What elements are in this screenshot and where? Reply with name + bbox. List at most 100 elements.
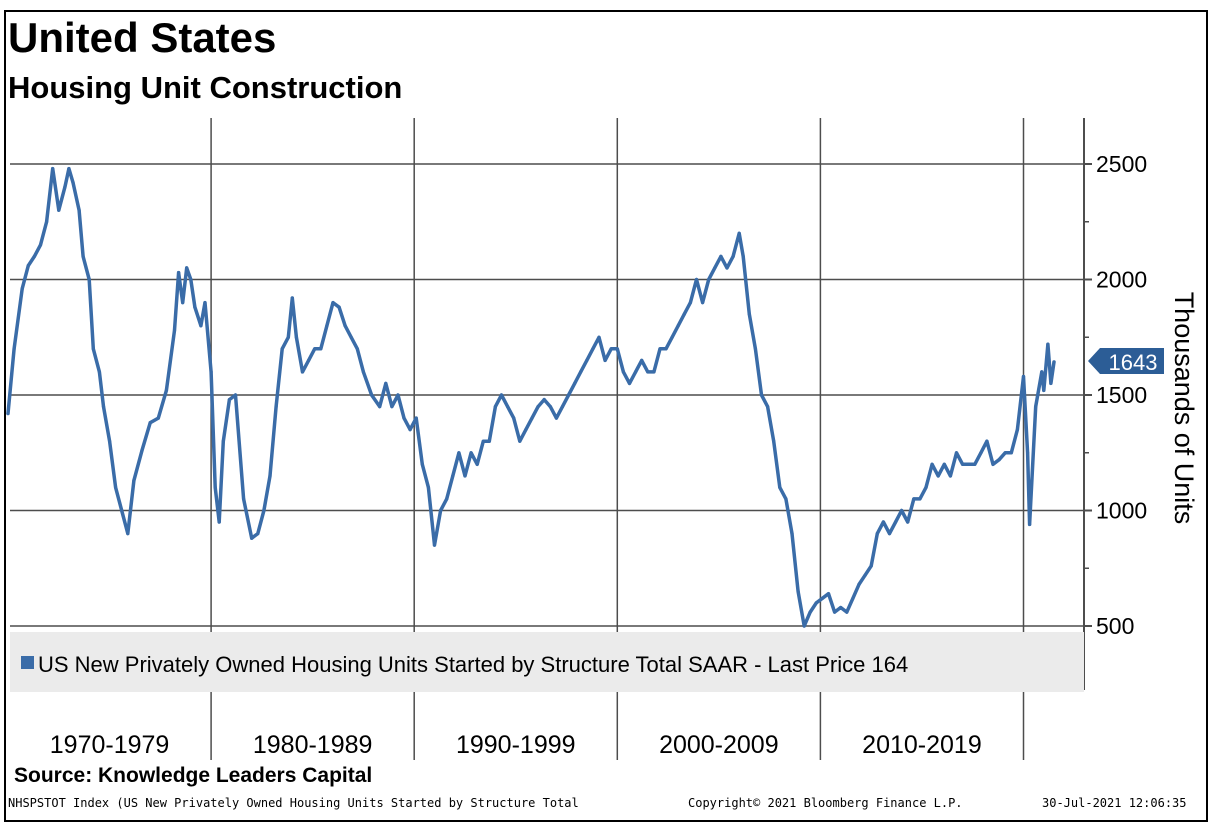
series-point-21 bbox=[126, 532, 130, 536]
series-point-54 bbox=[319, 347, 323, 351]
series-point-26 bbox=[164, 388, 168, 392]
series-point-28 bbox=[177, 271, 181, 275]
series-point-173 bbox=[1040, 370, 1044, 374]
series-point-112 bbox=[676, 324, 680, 328]
series-point-136 bbox=[820, 596, 825, 600]
series-point-0 bbox=[6, 411, 10, 416]
series-point-108 bbox=[652, 370, 656, 374]
series-point-117 bbox=[707, 277, 711, 282]
series-point-50 bbox=[294, 335, 298, 339]
series-point-34 bbox=[203, 301, 207, 305]
series-point-40 bbox=[233, 393, 238, 397]
series-point-93 bbox=[560, 405, 565, 409]
series-point-92 bbox=[554, 416, 559, 420]
series-point-165 bbox=[997, 458, 1001, 462]
series-point-128 bbox=[772, 439, 776, 443]
footer-timestamp: 30-Jul-2021 12:06:35 bbox=[1042, 796, 1187, 810]
series-point-11 bbox=[71, 180, 75, 185]
series-point-52 bbox=[307, 358, 311, 362]
series-point-123 bbox=[741, 254, 745, 258]
decade-label-2: 1990-1999 bbox=[456, 731, 576, 759]
series-point-14 bbox=[87, 277, 91, 282]
series-point-133 bbox=[802, 624, 806, 628]
series-point-13 bbox=[81, 254, 85, 258]
series-point-121 bbox=[731, 254, 735, 258]
series-point-1 bbox=[12, 347, 16, 351]
series-point-175 bbox=[1046, 342, 1050, 346]
legend[interactable]: US New Privately Owned Housing Units Sta… bbox=[10, 632, 1084, 692]
y-axis-label: Thousands of Units bbox=[1169, 292, 1199, 525]
series-point-39 bbox=[227, 398, 231, 402]
series-point-86 bbox=[518, 439, 522, 443]
legend-background bbox=[10, 632, 1084, 692]
series-point-139 bbox=[839, 605, 843, 610]
series-point-36 bbox=[213, 485, 217, 489]
series-point-120 bbox=[725, 266, 729, 270]
series-points bbox=[6, 167, 1056, 628]
series-point-171 bbox=[1028, 522, 1032, 527]
series-point-158 bbox=[954, 451, 959, 455]
decade-label-4: 2010-2019 bbox=[862, 731, 982, 759]
series-point-22 bbox=[132, 478, 136, 483]
series-point-150 bbox=[906, 520, 910, 524]
ytick-label-1500: 1500 bbox=[1096, 382, 1147, 408]
series-point-162 bbox=[979, 451, 983, 455]
series-line bbox=[6, 166, 1056, 628]
series-point-107 bbox=[646, 370, 650, 374]
series-point-10 bbox=[67, 167, 71, 171]
series-point-151 bbox=[912, 497, 916, 501]
series-point-149 bbox=[900, 508, 904, 513]
series-point-169 bbox=[1021, 374, 1026, 379]
series-point-70 bbox=[420, 462, 424, 466]
series-point-15 bbox=[91, 347, 95, 351]
series-point-95 bbox=[573, 381, 577, 385]
series-point-143 bbox=[863, 573, 867, 577]
series-point-67 bbox=[402, 416, 406, 420]
source-note: Source: Knowledge Leaders Capital bbox=[14, 764, 373, 787]
decade-labels: 1970-1979 1980-1989 1990-1999 2000-2009 2010… bbox=[50, 731, 982, 759]
series-point-64 bbox=[384, 381, 388, 385]
series-point-3 bbox=[26, 264, 30, 268]
series-point-6 bbox=[45, 220, 49, 224]
series-point-153 bbox=[924, 485, 928, 489]
series-point-170 bbox=[1026, 451, 1030, 455]
legend-swatch bbox=[21, 656, 34, 669]
series-point-155 bbox=[936, 474, 940, 478]
series-point-57 bbox=[337, 305, 341, 309]
ytick-label-2000: 2000 bbox=[1096, 267, 1147, 293]
series-point-148 bbox=[894, 520, 898, 524]
series-point-32 bbox=[193, 305, 197, 309]
page-subtitle: Housing Unit Construction bbox=[8, 70, 403, 105]
series-point-109 bbox=[658, 347, 662, 351]
series-point-27 bbox=[172, 328, 177, 332]
series-point-168 bbox=[1015, 428, 1020, 432]
series-point-68 bbox=[408, 428, 412, 432]
series-point-84 bbox=[506, 405, 510, 409]
series-point-49 bbox=[290, 296, 294, 300]
series-point-25 bbox=[156, 416, 160, 420]
series-point-12 bbox=[77, 208, 81, 212]
ytick-label-1000: 1000 bbox=[1096, 498, 1147, 524]
series-point-44 bbox=[262, 508, 266, 513]
series-point-30 bbox=[185, 266, 189, 270]
series-point-83 bbox=[499, 393, 504, 397]
series-point-101 bbox=[609, 347, 613, 351]
series-point-132 bbox=[796, 589, 800, 594]
series-point-62 bbox=[370, 393, 374, 397]
series-point-71 bbox=[426, 485, 430, 489]
series-point-174 bbox=[1042, 388, 1046, 392]
series-point-81 bbox=[487, 439, 491, 443]
series-point-58 bbox=[343, 324, 347, 328]
series-point-63 bbox=[378, 405, 382, 409]
series-point-91 bbox=[548, 405, 552, 409]
series-point-66 bbox=[396, 393, 400, 397]
series-point-138 bbox=[833, 610, 837, 614]
series-point-4 bbox=[32, 254, 37, 258]
series-point-164 bbox=[991, 462, 995, 466]
series-point-20 bbox=[120, 508, 124, 513]
series-point-172 bbox=[1034, 405, 1038, 409]
series-point-160 bbox=[967, 462, 971, 466]
series-point-137 bbox=[826, 592, 831, 596]
series-point-118 bbox=[713, 266, 717, 270]
